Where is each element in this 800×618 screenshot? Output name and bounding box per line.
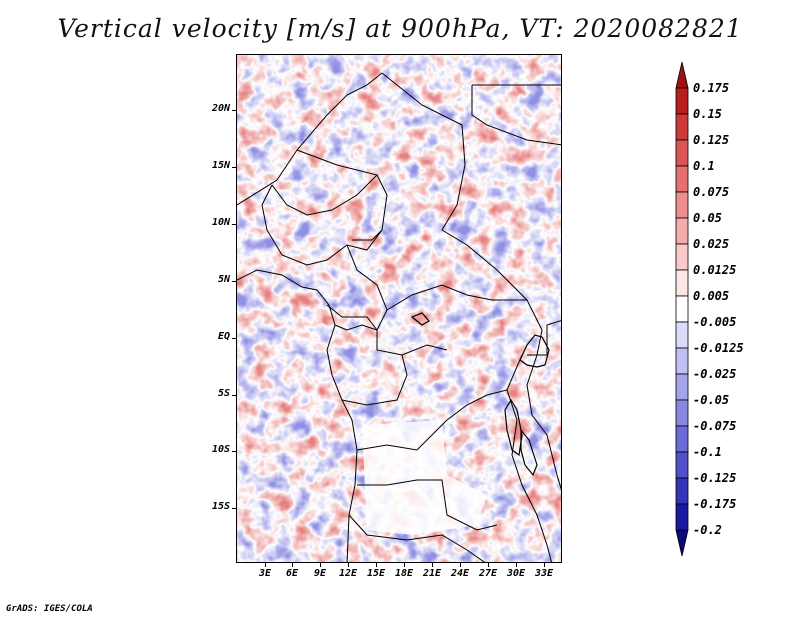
colorbar-box: [675, 477, 689, 505]
lat-tick: [232, 224, 236, 225]
lat-tick: [232, 338, 236, 339]
lon-tick: [516, 563, 517, 567]
colorbar: [675, 61, 689, 557]
colorbar-label: 0.05: [693, 211, 722, 225]
lat-tick: [232, 167, 236, 168]
colorbar-label: -0.005: [693, 315, 737, 329]
colorbar-label: -0.025: [693, 367, 737, 381]
lon-tick: [544, 563, 545, 567]
colorbar-box: [675, 191, 689, 219]
colorbar-box: [675, 243, 689, 271]
lon-label: 3E: [258, 568, 272, 579]
colorbar-label: -0.175: [693, 497, 737, 511]
lon-label: 24E: [450, 568, 470, 579]
colorbar-box: [675, 295, 689, 323]
lat-tick: [232, 110, 236, 111]
colorbar-label: -0.05: [693, 393, 730, 407]
colorbar-box: [675, 165, 689, 193]
lon-label: 33E: [534, 568, 554, 579]
colorbar-boxes: [675, 61, 689, 557]
lon-label: 18E: [394, 568, 414, 579]
lon-tick: [348, 563, 349, 567]
map-plot-area: [236, 54, 562, 563]
colorbar-box: [675, 217, 689, 245]
colorbar-label: -0.2: [693, 523, 722, 537]
colorbar-box: [675, 347, 689, 375]
colorbar-label: 0.005: [693, 289, 730, 303]
colorbar-box: [675, 87, 689, 115]
lon-label: 27E: [478, 568, 498, 579]
colorbar-label: -0.075: [693, 419, 737, 433]
lat-tick: [232, 281, 236, 282]
colorbar-label: 0.175: [693, 81, 730, 95]
colorbar-box: [675, 503, 689, 531]
lat-tick: [232, 508, 236, 509]
colorbar-box: [675, 451, 689, 479]
colorbar-box: [675, 425, 689, 453]
lat-label: 10S: [211, 444, 230, 455]
lat-label: 15N: [211, 160, 230, 171]
lat-tick: [232, 451, 236, 452]
lon-label: 12E: [338, 568, 358, 579]
lon-tick: [404, 563, 405, 567]
lat-label: 5N: [217, 274, 230, 285]
vertical-velocity-field: [237, 55, 561, 562]
lon-tick: [488, 563, 489, 567]
colorbar-label: 0.125: [693, 133, 730, 147]
grads-credit: GrADS: IGES/COLA: [6, 604, 93, 614]
lat-label: 20N: [211, 103, 230, 114]
colorbar-box: [675, 399, 689, 427]
lon-tick: [320, 563, 321, 567]
lon-tick: [376, 563, 377, 567]
lat-label: 10N: [211, 217, 230, 228]
lat-tick: [232, 395, 236, 396]
lon-tick: [265, 563, 266, 567]
lon-tick: [460, 563, 461, 567]
colorbar-label: 0.1: [693, 159, 715, 173]
colorbar-label: -0.125: [693, 471, 737, 485]
lake-outlines: [410, 312, 550, 477]
colorbar-box: [675, 139, 689, 167]
lat-label: 15S: [211, 501, 230, 512]
lon-label: 15E: [366, 568, 386, 579]
colorbar-box: [675, 269, 689, 297]
map-title: Vertical velocity [m/s] at 900hPa, VT: 2…: [57, 14, 743, 43]
lon-tick: [292, 563, 293, 567]
lat-label: 5S: [217, 388, 230, 399]
lon-label: 6E: [285, 568, 299, 579]
lat-label: EQ: [217, 331, 230, 342]
lon-label: 21E: [422, 568, 442, 579]
lon-label: 30E: [506, 568, 526, 579]
colorbar-label: 0.0125: [693, 263, 737, 277]
country-borders: [237, 72, 561, 562]
colorbar-label: 0.15: [693, 107, 722, 121]
colorbar-box: [675, 373, 689, 401]
colorbar-label: -0.1: [693, 445, 722, 459]
colorbar-box: [675, 529, 689, 557]
colorbar-box: [675, 113, 689, 141]
calm-region: [362, 420, 487, 535]
colorbar-box: [675, 61, 689, 89]
lon-tick: [432, 563, 433, 567]
colorbar-label: 0.075: [693, 185, 730, 199]
colorbar-box: [675, 321, 689, 349]
lon-label: 9E: [313, 568, 327, 579]
colorbar-label: 0.025: [693, 237, 730, 251]
colorbar-label: -0.0125: [693, 341, 744, 355]
